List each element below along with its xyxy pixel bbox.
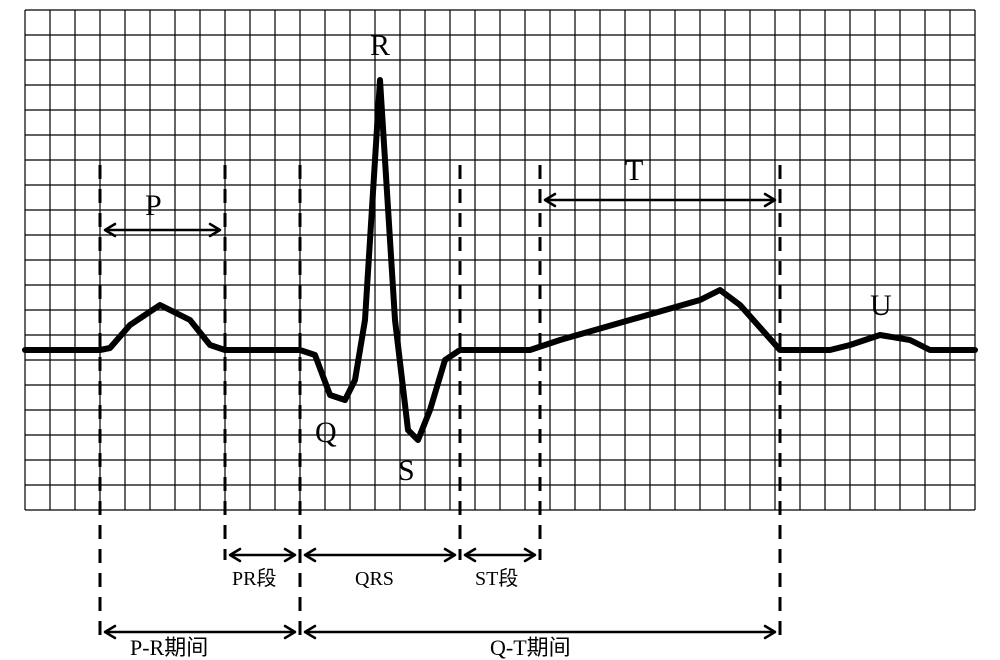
label-P: P: [145, 189, 162, 222]
label-U: U: [870, 289, 892, 322]
markers: [100, 165, 780, 640]
label-Q: Q: [315, 416, 337, 449]
pr-seg-label: PR段: [232, 567, 276, 590]
st-seg-label: ST段: [475, 567, 518, 590]
label-R: R: [370, 29, 390, 62]
label-T: T: [625, 154, 643, 187]
ecg-svg: P R Q S T U PR段 QRS ST段 P-R期间 Q-T期间: [0, 0, 1000, 660]
grid: [25, 10, 975, 510]
label-S: S: [398, 454, 415, 487]
qrs-seg-label: QRS: [355, 568, 394, 590]
pr-int-label: P-R期间: [130, 635, 208, 660]
ecg-diagram: P R Q S T U PR段 QRS ST段 P-R期间 Q-T期间: [0, 0, 1000, 660]
qt-int-label: Q-T期间: [490, 635, 571, 660]
